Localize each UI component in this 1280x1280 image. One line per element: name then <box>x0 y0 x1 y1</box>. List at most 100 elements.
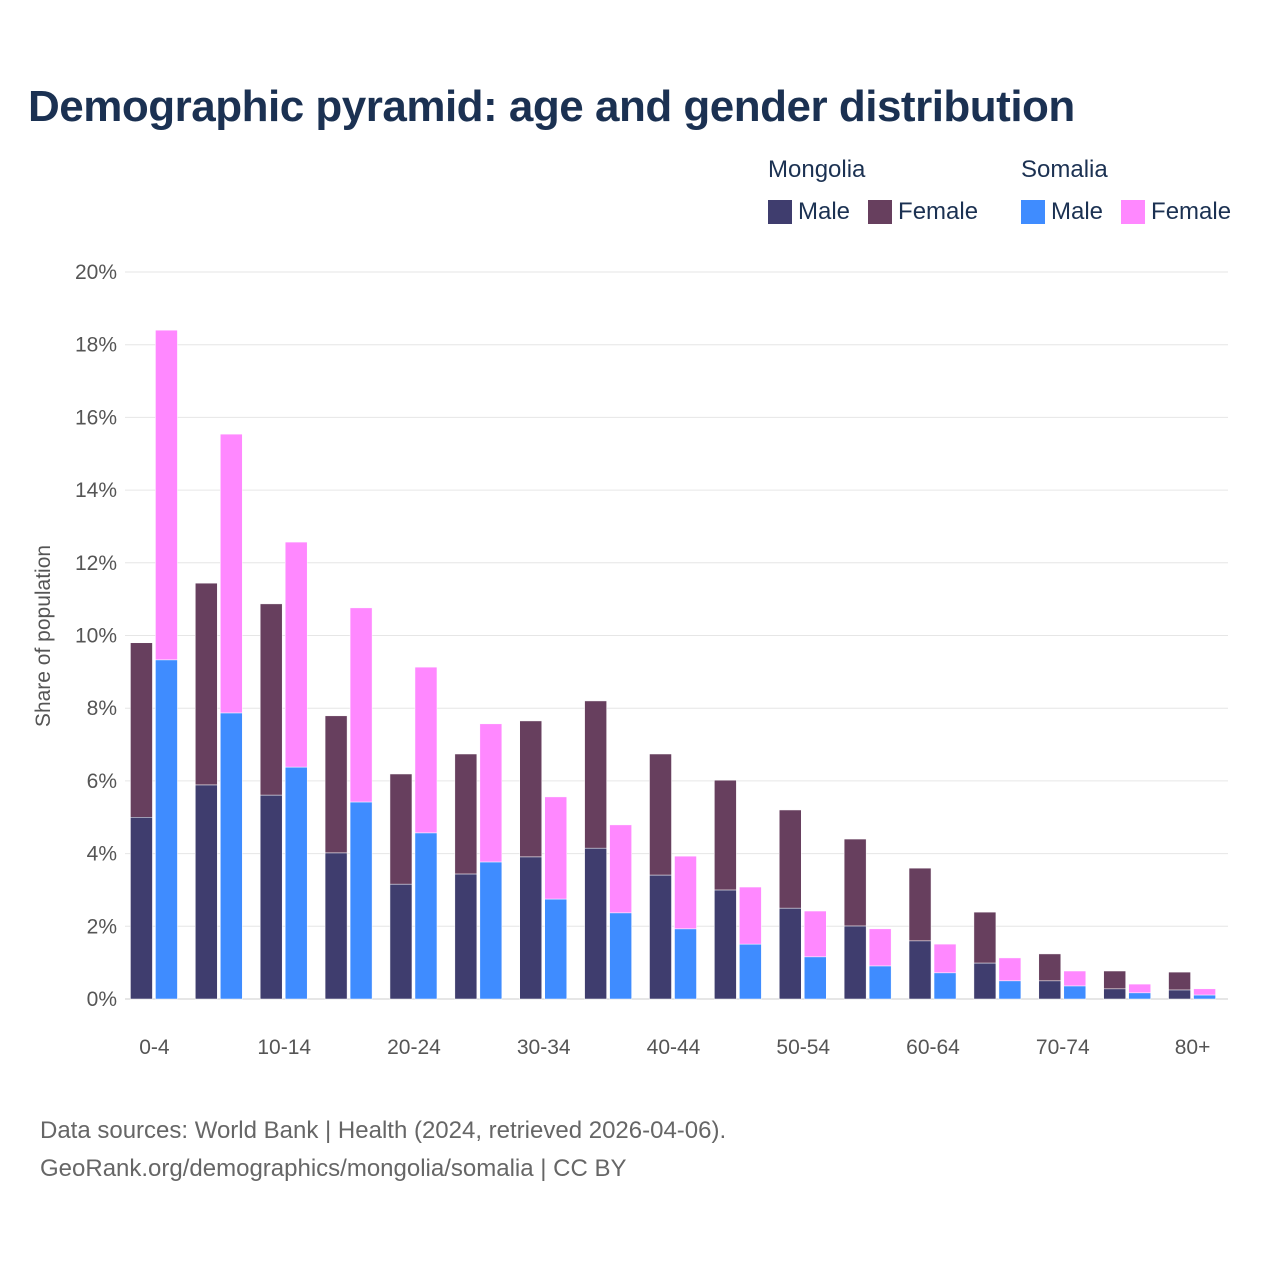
bar-somalia-male <box>349 801 373 1000</box>
bar-mongolia-male <box>584 847 607 1000</box>
bar-somalia-male <box>739 943 762 1000</box>
x-tick-label: 10-14 <box>257 1036 311 1059</box>
swatch-icon <box>1121 200 1146 224</box>
bar-somalia-female <box>349 607 373 803</box>
bar-mongolia-female <box>843 838 867 927</box>
bar-somalia-male <box>998 980 1022 1000</box>
bar-somalia-female <box>674 855 697 930</box>
bar-somalia-female <box>220 433 243 714</box>
x-tick-label: 20-24 <box>387 1036 441 1059</box>
legend-item-somalia-female[interactable]: Female <box>1121 198 1231 226</box>
bar-somalia-female <box>804 910 827 958</box>
y-tick-label: 14% <box>75 479 117 502</box>
y-tick-label: 8% <box>87 697 117 720</box>
bar-mongolia-male <box>195 784 218 1000</box>
legend-item-mongolia-female[interactable]: Female <box>868 198 978 226</box>
bar-mongolia-male <box>1168 989 1191 1000</box>
y-tick-label: 0% <box>87 988 117 1011</box>
bar-somalia-female <box>998 957 1022 982</box>
bar-mongolia-male <box>908 940 932 1000</box>
bar-somalia-male <box>544 898 567 1000</box>
legend-title-mongolia: Mongolia <box>768 156 866 183</box>
legend-title-somalia: Somalia <box>1021 156 1108 183</box>
bar-somalia-male <box>1063 985 1087 1000</box>
bar-somalia-male <box>804 956 827 1000</box>
legend-label: Male <box>798 198 851 225</box>
bar-mongolia-female <box>195 582 218 786</box>
bar-somalia-female <box>1128 983 1151 994</box>
bar-mongolia-female <box>519 720 542 858</box>
bar-mongolia-female <box>454 753 478 875</box>
bar-mongolia-male <box>973 962 997 1000</box>
bar-mongolia-female <box>130 642 153 818</box>
bar-mongolia-female <box>1038 953 1062 982</box>
bar-somalia-male <box>1128 992 1151 1000</box>
bar-somalia-female <box>479 723 503 863</box>
x-tick-label: 0-4 <box>139 1036 170 1059</box>
y-tick-label: 16% <box>75 406 117 429</box>
y-tick-label: 2% <box>87 915 117 938</box>
bar-somalia-female <box>933 943 957 974</box>
bar-somalia-male <box>933 972 957 1000</box>
bar-mongolia-male <box>649 874 672 1000</box>
bar-mongolia-female <box>779 809 802 909</box>
bar-mongolia-male <box>843 925 867 1000</box>
bar-mongolia-female <box>1168 971 1191 991</box>
bar-somalia-male <box>609 912 632 1000</box>
legend-mongolia: Mongolia Male Female <box>768 156 978 226</box>
legend-item-somalia-male[interactable]: Male <box>1021 198 1103 226</box>
bar-mongolia-female <box>973 911 997 964</box>
y-tick-label: 20% <box>75 261 117 284</box>
bar-mongolia-female <box>324 715 348 854</box>
y-tick-label: 6% <box>87 770 117 793</box>
x-tick-label: 40-44 <box>647 1036 701 1059</box>
legend-label: Male <box>1051 198 1104 225</box>
bar-somalia-female <box>609 824 632 914</box>
bar-somalia-female <box>414 666 438 834</box>
y-tick-label: 10% <box>75 625 117 648</box>
bar-somalia-male <box>220 712 243 1000</box>
bar-mongolia-female <box>259 603 283 796</box>
bar-mongolia-male <box>259 794 283 1000</box>
bar-mongolia-female <box>714 779 737 891</box>
bar-somalia-male <box>1193 994 1216 1000</box>
y-tick-label: 18% <box>75 334 117 357</box>
bar-mongolia-male <box>1038 980 1062 1000</box>
y-axis-label: Share of population <box>32 545 55 727</box>
bar-somalia-male <box>868 965 892 1000</box>
bar-somalia-male <box>155 659 178 1000</box>
bar-somalia-female <box>155 329 178 661</box>
footer-sources: Data sources: World Bank | Health (2024,… <box>40 1117 727 1144</box>
bar-mongolia-male <box>454 873 478 1000</box>
legend-label: Female <box>1151 198 1232 225</box>
bar-mongolia-female <box>1103 970 1126 990</box>
bar-mongolia-male <box>130 817 153 1000</box>
x-tick-label: 30-34 <box>517 1036 571 1059</box>
bar-somalia-male <box>479 861 503 1000</box>
bar-somalia-female <box>1193 988 1216 996</box>
x-tick-label: 50-54 <box>776 1036 830 1059</box>
bar-mongolia-male <box>519 856 542 1000</box>
bar-mongolia-male <box>1103 988 1126 1000</box>
bar-mongolia-female <box>649 753 672 876</box>
bar-mongolia-female <box>584 700 607 849</box>
y-tick-label: 12% <box>75 552 117 575</box>
bar-somalia-female <box>1063 970 1087 987</box>
y-tick-label: 4% <box>87 843 117 866</box>
legend-label: Female <box>898 198 979 225</box>
bar-somalia-male <box>414 832 438 1000</box>
bar-somalia-female <box>284 541 308 768</box>
bar-mongolia-male <box>714 889 737 1000</box>
bar-somalia-male <box>284 766 308 1000</box>
bar-mongolia-male <box>779 907 802 1000</box>
x-tick-label: 60-64 <box>906 1036 960 1059</box>
swatch-icon <box>868 200 893 224</box>
footer-credit: GeoRank.org/demographics/mongolia/somali… <box>40 1155 627 1182</box>
swatch-icon <box>768 200 792 224</box>
bar-mongolia-female <box>908 867 932 942</box>
bar-somalia-male <box>674 928 697 1000</box>
bar-somalia-female <box>868 928 892 967</box>
bar-mongolia-female <box>389 773 413 885</box>
legend-item-mongolia-male[interactable]: Male <box>768 198 850 226</box>
